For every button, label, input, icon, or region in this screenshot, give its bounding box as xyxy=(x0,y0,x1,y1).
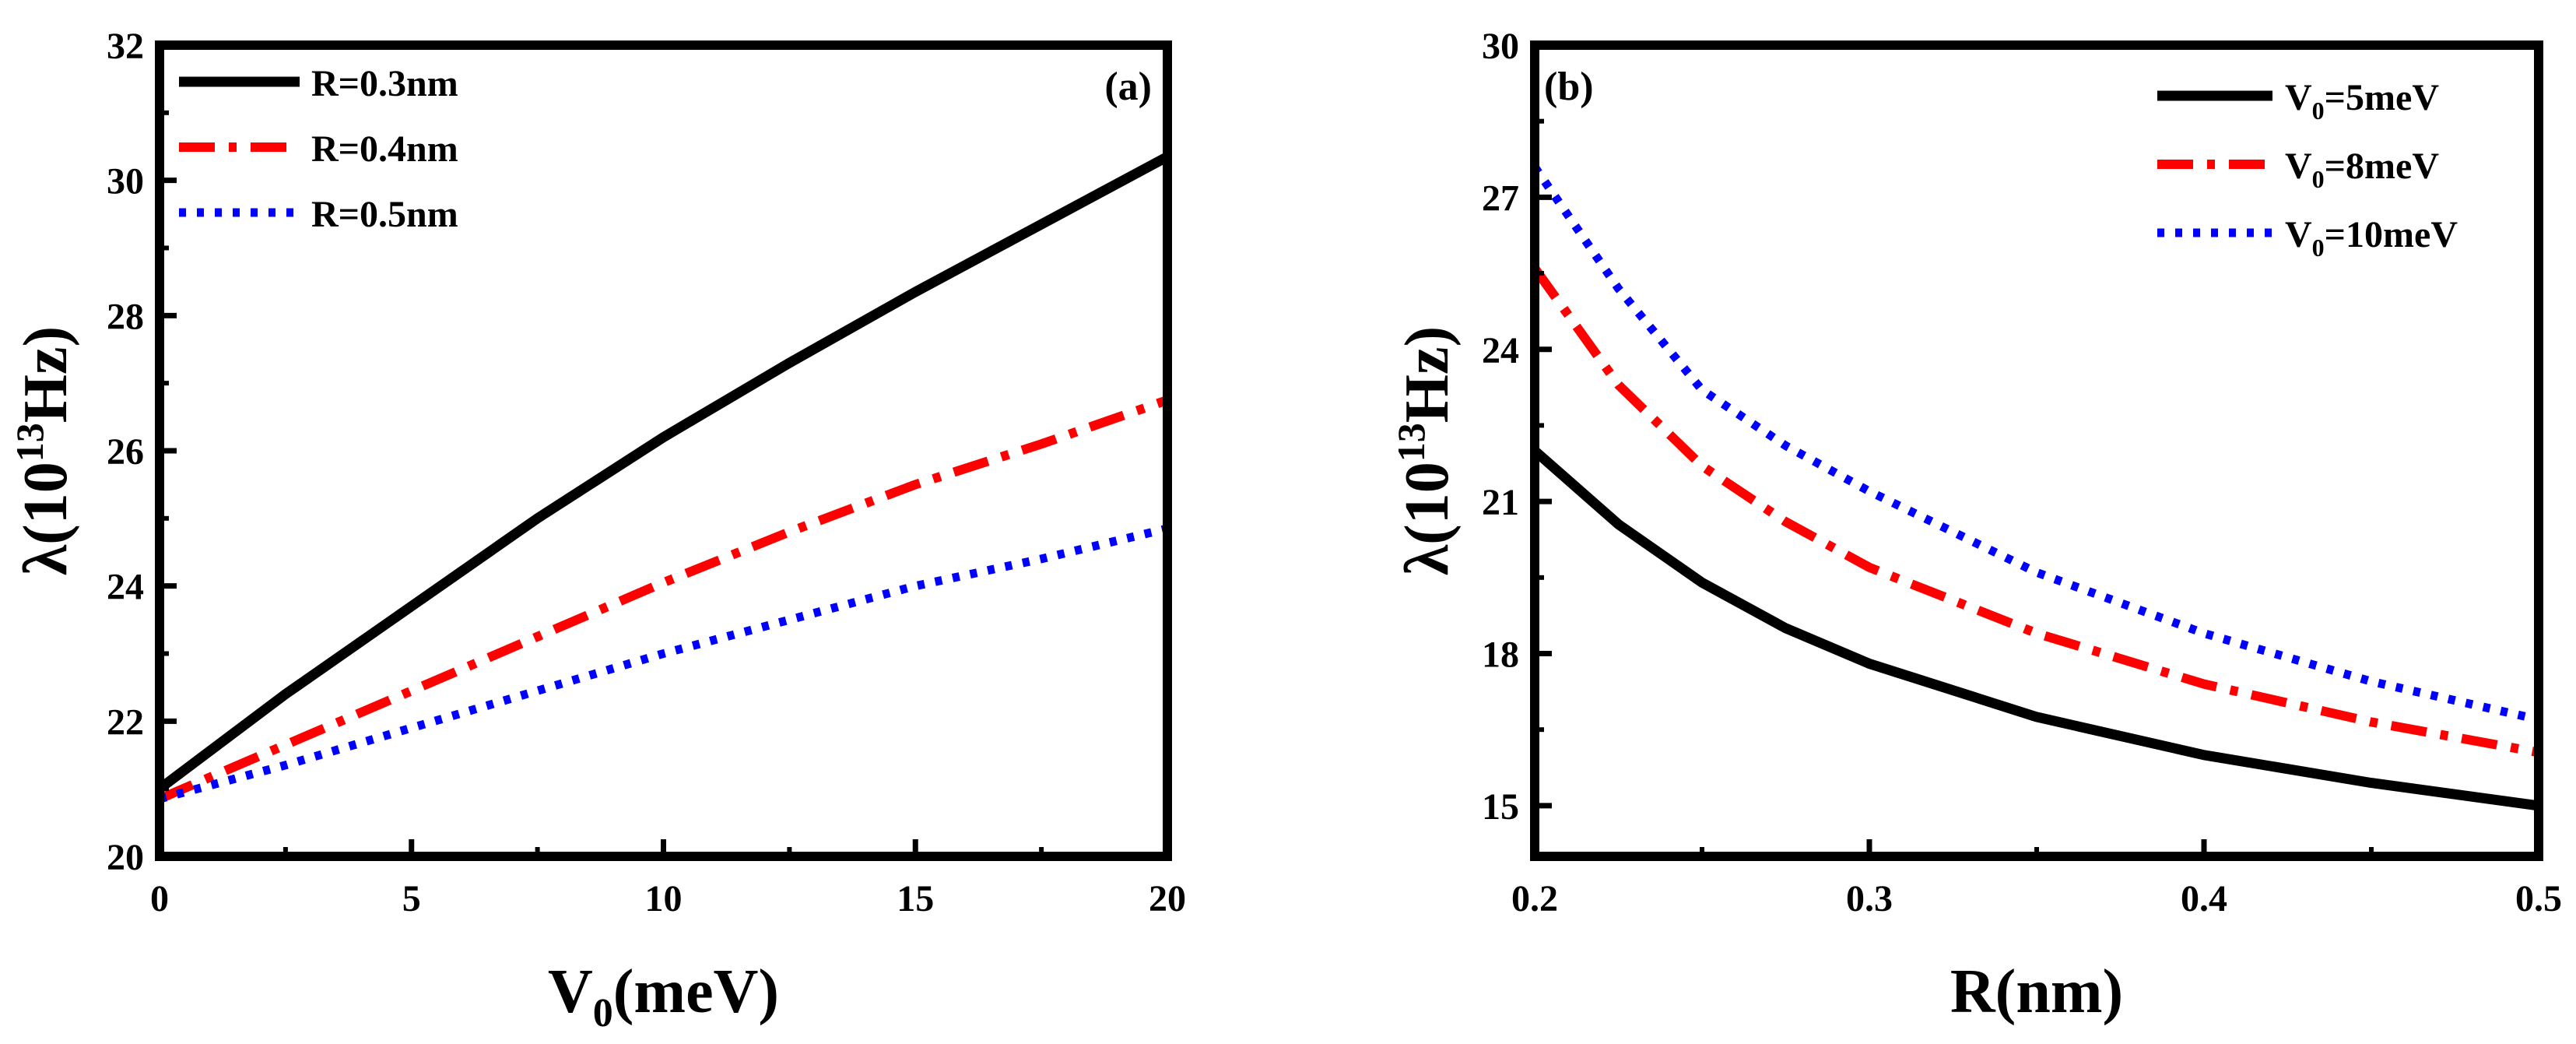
series-line-2 xyxy=(160,395,1167,803)
series-line-1 xyxy=(160,152,1167,793)
y-tick-label: 15 xyxy=(1482,786,1519,828)
y-tick-label: 32 xyxy=(107,26,144,67)
y-tick-label: 20 xyxy=(107,837,144,878)
series-line-2 xyxy=(1535,265,2539,758)
y-axis-title: λ(1013Hz) xyxy=(8,326,80,575)
x-tick-label: 0.2 xyxy=(1511,878,1558,919)
y-tick-label: 21 xyxy=(1482,482,1519,523)
y-axis-title: λ(1013Hz) xyxy=(1389,326,1462,575)
x-tick-label: 5 xyxy=(402,878,421,919)
x-tick-label: 0.4 xyxy=(2181,878,2227,919)
legend-label-3: V0=10meV xyxy=(2285,214,2458,262)
x-tick-label: 15 xyxy=(897,878,934,919)
x-tick-label: 20 xyxy=(1149,878,1186,919)
y-tick-label: 24 xyxy=(107,567,144,608)
x-tick-label: 0 xyxy=(150,878,169,919)
y-tick-label: 30 xyxy=(107,161,144,202)
legend: V0=5meV V0=8meV V0=10meV xyxy=(2157,77,2458,262)
y-tick-label: 28 xyxy=(107,296,144,337)
series-line-3 xyxy=(160,524,1167,803)
legend-label-3: R=0.5nm xyxy=(311,194,458,235)
chart-panel-b: 0.2 0.3 0.4 0.5 15 18 21 24 27 30 R(nm) λ(1013Hz) (b… xyxy=(1389,26,2562,1026)
y-tick-label: 27 xyxy=(1482,178,1519,219)
y-tick-label: 18 xyxy=(1482,634,1519,676)
panel-label: (b) xyxy=(1544,65,1594,109)
x-tick-label: 10 xyxy=(645,878,683,919)
legend-label-2: R=0.4nm xyxy=(311,128,458,170)
legend-label-1: R=0.3nm xyxy=(311,63,458,104)
series-line-3 xyxy=(1535,164,2539,724)
legend-label-2: V0=8meV xyxy=(2285,146,2439,193)
y-tick-label: 26 xyxy=(107,431,144,473)
x-tick-label: 0.5 xyxy=(2515,878,2562,919)
panel-label: (a) xyxy=(1104,65,1152,109)
y-tick-label: 22 xyxy=(107,701,144,743)
legend: R=0.3nm R=0.4nm R=0.5nm xyxy=(179,63,458,235)
x-axis-title: R(nm) xyxy=(1950,958,2123,1026)
y-tick-label: 30 xyxy=(1482,26,1519,67)
legend-label-1: V0=5meV xyxy=(2285,77,2439,125)
chart-panel-a: 0 5 10 15 20 20 22 24 26 28 30 32 V0(meV) λ(1013Hz) (a… xyxy=(8,26,1186,1035)
x-axis-title: V0(meV) xyxy=(548,958,779,1035)
y-tick-label: 24 xyxy=(1482,330,1519,371)
series-line-1 xyxy=(1535,447,2539,811)
x-tick-label: 0.3 xyxy=(1846,878,1893,919)
